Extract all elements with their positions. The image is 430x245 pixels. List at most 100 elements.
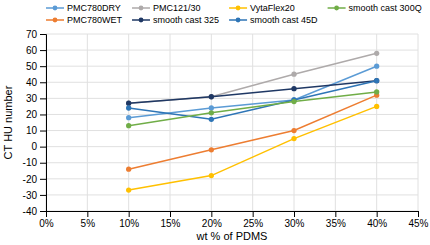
y-tick-label: 20 <box>26 109 38 120</box>
grid <box>46 34 418 211</box>
y-tick: 30 <box>26 93 46 104</box>
x-tick-mark <box>87 211 88 217</box>
point <box>374 78 379 83</box>
y-tick-label: -20 <box>23 174 38 185</box>
series-line <box>129 95 377 169</box>
legend-label: PMC780DRY <box>67 3 121 13</box>
grid-line-x <box>170 34 171 211</box>
point <box>126 187 131 192</box>
point <box>126 167 131 172</box>
series-line <box>129 81 377 104</box>
x-tick-label: 15% <box>160 218 180 229</box>
legend-label: VytaFlex20 <box>250 3 295 13</box>
y-tick-mark <box>40 66 46 67</box>
y-tick-mark <box>40 82 46 83</box>
y-tick-label: -30 <box>23 190 38 201</box>
point <box>209 105 214 110</box>
x-tick: 20% <box>202 211 222 229</box>
y-axis-title: CT HU number <box>2 85 14 159</box>
y-tick-mark <box>40 98 46 99</box>
legend-marker <box>139 18 144 23</box>
grid-line-x <box>211 34 212 211</box>
grid-line-x <box>418 34 419 211</box>
x-tick: 40% <box>367 211 387 229</box>
grid-line-y <box>46 146 418 147</box>
legend-item: PMC780DRY <box>46 3 121 13</box>
x-tick-label: 10% <box>119 218 139 229</box>
legend-label: smooth cast 325 <box>153 15 219 25</box>
y-tick: -20 <box>23 174 46 185</box>
grid-line-x <box>87 34 88 211</box>
x-tick: 30% <box>284 211 304 229</box>
point <box>209 94 214 99</box>
point <box>291 128 296 133</box>
y-tick-mark <box>40 147 46 148</box>
series-line <box>129 81 377 120</box>
grid-line-y <box>46 98 418 99</box>
x-axis-line <box>47 212 419 218</box>
y-tick-mark <box>40 211 46 212</box>
grid-line-y <box>46 66 418 67</box>
grid-line-y <box>46 178 418 179</box>
x-tick-label: 0% <box>39 218 54 229</box>
y-tick-mark <box>40 163 46 164</box>
legend-marker <box>53 18 58 23</box>
point <box>374 78 379 83</box>
y-tick: 0 <box>31 141 46 152</box>
point <box>291 72 296 77</box>
x-tick-label: 20% <box>202 218 222 229</box>
point <box>209 117 214 122</box>
legend-label: smooth cast 300Q <box>349 3 422 13</box>
y-tick-label: 70 <box>26 29 38 40</box>
x-tick-label: 30% <box>284 218 304 229</box>
y-tick-mark <box>40 50 46 51</box>
legend-label: smooth cast 45D <box>250 15 318 25</box>
point <box>209 173 214 178</box>
legend-item: VytaFlex20 <box>229 3 295 13</box>
grid-line-y <box>46 130 418 131</box>
y-tick-mark <box>40 195 46 196</box>
y-axis: -40 -30 -20 -10 0 10 20 30 40 50 60 70 <box>23 29 47 217</box>
y-tick-label: 50 <box>26 61 38 72</box>
x-tick-label: 35% <box>326 218 346 229</box>
point <box>291 136 296 141</box>
y-tick-mark <box>40 34 46 35</box>
point <box>126 123 131 128</box>
y-tick: -30 <box>23 190 46 201</box>
legend-item: PMC780WET <box>46 15 123 25</box>
y-tick-label: 10 <box>26 125 38 136</box>
series-line <box>129 92 377 126</box>
legend-marker <box>236 18 241 23</box>
y-tick-label: -40 <box>23 206 38 217</box>
x-tick: 10% <box>119 211 139 229</box>
x-tick: 35% <box>326 211 346 229</box>
grid-line-x <box>294 34 295 211</box>
grid-line-x <box>128 34 129 211</box>
x-tick: 0% <box>39 211 54 229</box>
grid-line-x <box>252 34 253 211</box>
y-tick-label: 60 <box>26 45 38 56</box>
point <box>374 89 379 94</box>
x-tick-mark <box>129 211 130 217</box>
x-axis: 0%5%10%15%20%25%30%35%40%45% <box>39 211 428 229</box>
y-tick: -10 <box>23 157 46 168</box>
legend-label: PMC121/30 <box>153 3 201 13</box>
point <box>126 101 131 106</box>
y-tick: 40 <box>26 77 46 88</box>
y-tick: 60 <box>26 45 46 56</box>
legend-item: PMC121/30 <box>132 3 201 13</box>
x-tick-mark <box>294 211 295 217</box>
x-tick: 25% <box>243 211 263 229</box>
y-tick-label: -10 <box>23 157 38 168</box>
legend-marker <box>139 6 144 11</box>
legend-label: PMC780WET <box>67 15 123 25</box>
point <box>374 51 379 56</box>
y-tick: 20 <box>26 109 46 120</box>
x-tick-mark <box>418 211 419 217</box>
point <box>374 64 379 69</box>
y-tick: 70 <box>26 29 46 40</box>
series-line <box>129 106 377 190</box>
legend-marker <box>334 6 339 11</box>
point <box>374 104 379 109</box>
y-tick: 50 <box>26 61 46 72</box>
